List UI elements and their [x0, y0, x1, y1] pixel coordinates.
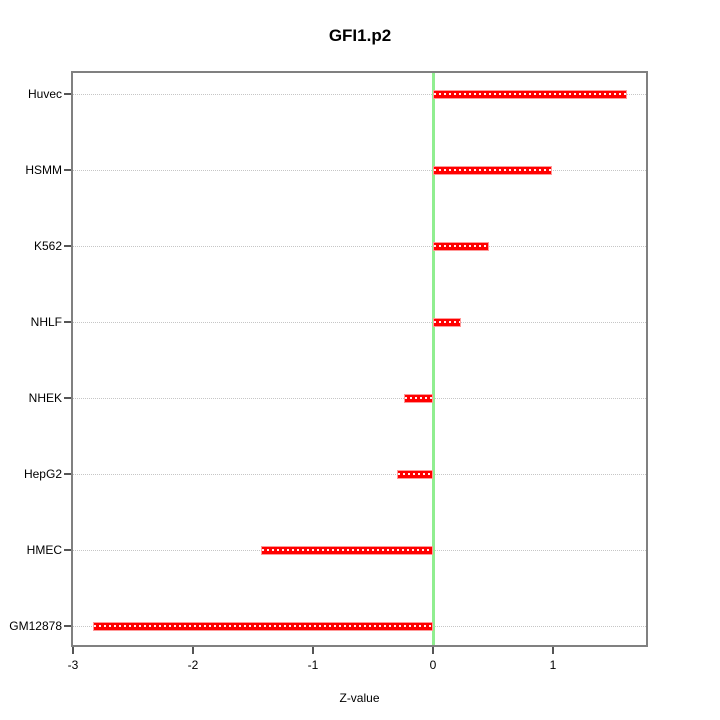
bar-hepg2 — [397, 469, 433, 479]
x-axis-tick-label: -1 — [307, 658, 319, 672]
x-axis-tick — [72, 647, 74, 654]
bar-dash-pattern — [398, 473, 432, 475]
x-axis-tick-label: -2 — [187, 658, 199, 672]
bar-hsmm — [433, 165, 552, 175]
zero-reference-line — [431, 73, 435, 645]
bar-nhlf — [433, 317, 461, 327]
y-axis-label-nhlf: NHLF — [30, 315, 62, 329]
y-axis-tick — [64, 169, 71, 171]
y-axis-tick — [64, 473, 71, 475]
bar-huvec — [433, 89, 628, 99]
y-axis-label-hmec: HMEC — [26, 543, 62, 557]
x-axis-title: Z-value — [339, 691, 380, 705]
gridline — [73, 473, 646, 475]
y-axis-label-hsmm: HSMM — [25, 163, 62, 177]
x-axis-tick — [552, 647, 554, 654]
y-axis-tick — [64, 245, 71, 247]
x-axis-tick — [192, 647, 194, 654]
bar-k562 — [433, 241, 490, 251]
x-axis-tick-label: -3 — [67, 658, 79, 672]
y-axis-tick — [64, 549, 71, 551]
bar-dash-pattern — [434, 93, 627, 95]
chart-title: GFI1.p2 — [328, 26, 392, 45]
bar-dash-pattern — [262, 549, 432, 551]
gridline — [73, 245, 646, 247]
x-axis-tick — [432, 647, 434, 654]
bar-dash-pattern — [94, 625, 432, 627]
bar-hmec — [261, 545, 433, 555]
y-axis-tick — [64, 625, 71, 627]
bar-dash-pattern — [405, 397, 432, 399]
y-axis-label-huvec: Huvec — [27, 87, 62, 101]
y-axis-label-hepg2: HepG2 — [23, 467, 62, 481]
y-axis-tick — [64, 321, 71, 323]
plot-area — [71, 71, 648, 647]
y-axis-label-nhek: NHEK — [28, 391, 62, 405]
gridline — [73, 397, 646, 399]
gridline — [73, 321, 646, 323]
bar-dash-pattern — [434, 321, 460, 323]
x-axis-tick-label: 0 — [429, 658, 437, 672]
y-axis-label-gm12878: GM12878 — [9, 619, 62, 633]
plot-box-border — [71, 71, 648, 647]
x-axis-tick-label: 1 — [549, 658, 557, 672]
gridline — [73, 169, 646, 171]
y-axis-tick — [64, 397, 71, 399]
gridline — [73, 93, 646, 95]
y-axis-label-k562: K562 — [33, 239, 62, 253]
x-axis-tick — [312, 647, 314, 654]
bar-dash-pattern — [434, 169, 551, 171]
bar-gm12878 — [93, 621, 433, 631]
bar-dash-pattern — [434, 245, 489, 247]
bar-nhek — [404, 393, 433, 403]
y-axis-tick — [64, 93, 71, 95]
